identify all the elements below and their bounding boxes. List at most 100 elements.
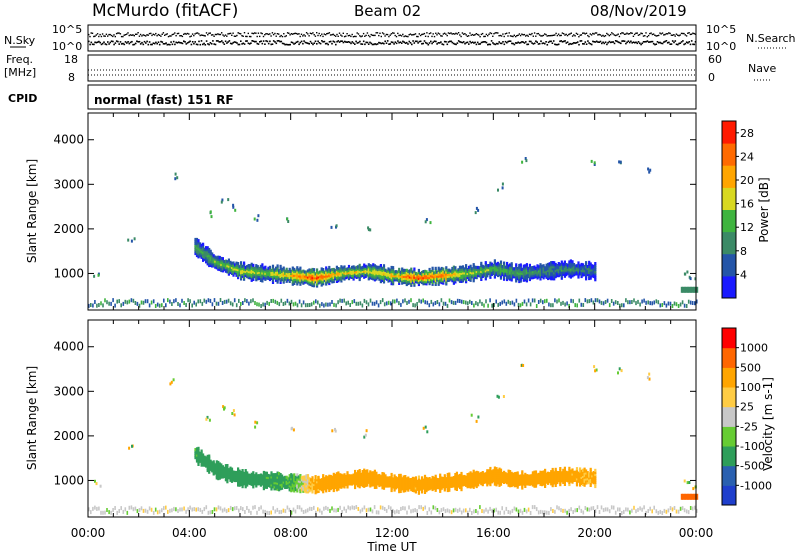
velocity-cell xyxy=(194,450,197,454)
velocity-cell xyxy=(341,480,344,484)
velocity-cell xyxy=(205,456,208,460)
power-cell xyxy=(370,272,373,276)
velocity-cell xyxy=(428,477,431,481)
power-cell xyxy=(469,270,472,274)
velocity-cell xyxy=(414,480,417,484)
velocity-cell xyxy=(337,483,340,487)
noise-search-dot xyxy=(663,34,665,36)
noise-sky-dot xyxy=(105,43,108,46)
power-cell xyxy=(341,272,344,276)
velocity-cell xyxy=(311,490,314,494)
power-cell xyxy=(408,273,411,277)
velocity-cell xyxy=(270,483,273,487)
noise-sky-dot xyxy=(274,41,276,43)
power-cell xyxy=(237,266,240,270)
power-cell xyxy=(442,271,445,275)
velocity-cell xyxy=(466,483,469,487)
velocity-cell xyxy=(246,477,249,481)
velocity-cell xyxy=(483,474,486,478)
power-cell xyxy=(541,272,544,276)
noise-sky-dot xyxy=(400,42,403,44)
velocity-cell xyxy=(253,476,256,480)
noise-sky-dot xyxy=(544,42,546,45)
power-cell xyxy=(271,268,275,272)
velocity-cell xyxy=(437,480,440,484)
noise-sky-dot xyxy=(552,40,555,42)
velocity-cell xyxy=(489,468,492,473)
power-cell xyxy=(493,269,496,273)
power-cell xyxy=(506,269,509,274)
noise-sky-dot xyxy=(96,41,99,43)
velocity-cell xyxy=(448,484,451,488)
velocity-cell xyxy=(306,488,310,492)
noise-search-dot xyxy=(350,35,352,38)
power-cell xyxy=(588,270,591,275)
velocity-cell xyxy=(202,455,205,459)
noise-sky-dot xyxy=(143,40,146,43)
power-cell xyxy=(235,271,238,275)
power-cell xyxy=(214,259,217,263)
power-cell xyxy=(226,260,229,264)
velocity-cell xyxy=(551,480,554,484)
power-cell xyxy=(373,276,376,280)
noise-search-dot xyxy=(240,33,242,35)
power-cell xyxy=(250,262,253,266)
velocity-cell xyxy=(551,473,554,478)
velocity-cell xyxy=(524,474,527,478)
power-cell xyxy=(588,262,591,266)
velocity-cell xyxy=(223,466,226,470)
velocity-cell xyxy=(373,475,376,479)
velocity-cell xyxy=(484,478,487,482)
noise-sky-dot xyxy=(137,41,139,43)
power-cell xyxy=(357,265,360,269)
velocity-cell xyxy=(484,474,487,478)
power-scatter-cell xyxy=(521,160,524,164)
velocity-cell xyxy=(221,475,224,479)
velocity-cell xyxy=(416,485,419,489)
velocity-cell xyxy=(244,481,247,485)
power-cell xyxy=(325,266,328,270)
power-cell xyxy=(299,282,302,286)
power-cell xyxy=(293,281,296,285)
power-cell xyxy=(586,271,589,275)
power-clutter-cell xyxy=(400,302,402,307)
noise-sky-dot xyxy=(109,41,112,44)
power-cell xyxy=(271,272,275,276)
noise-sky-dot xyxy=(478,43,480,45)
noise-sky-dot xyxy=(633,41,636,44)
power-cell xyxy=(460,271,463,275)
power-cell xyxy=(230,267,234,271)
velocity-cell xyxy=(287,479,290,483)
power-clutter-cell xyxy=(651,301,653,306)
power-cell xyxy=(442,281,445,285)
velocity-cell xyxy=(306,486,310,490)
velocity-cell xyxy=(265,473,268,477)
power-cell xyxy=(243,269,246,273)
power-cell xyxy=(493,267,496,271)
velocity-cell xyxy=(323,477,326,481)
velocity-cell xyxy=(294,487,297,491)
noise-search-dot xyxy=(531,32,533,35)
power-cell xyxy=(390,280,393,284)
velocity-cell xyxy=(414,490,417,494)
velocity-cell xyxy=(425,483,428,487)
noise-search-dot xyxy=(331,34,333,36)
power-cell xyxy=(572,273,576,277)
power-clutter-cell xyxy=(617,301,619,305)
power-cell xyxy=(553,269,556,273)
velocity-cell xyxy=(211,469,214,473)
power-colorbar-label: Power [dB] xyxy=(757,177,771,242)
power-cell xyxy=(227,262,230,266)
power-cell xyxy=(393,270,396,274)
power-cell xyxy=(422,276,425,280)
power-cell xyxy=(197,239,200,243)
power-cell xyxy=(237,274,240,278)
velocity-cell xyxy=(253,480,256,484)
power-clutter-cell xyxy=(424,300,426,305)
velocity-cell xyxy=(308,477,311,481)
power-cell xyxy=(562,262,565,266)
power-clutter-cell xyxy=(138,303,141,308)
power-cell xyxy=(325,270,328,274)
velocity-cell xyxy=(223,474,226,478)
velocity-cell xyxy=(486,483,489,487)
